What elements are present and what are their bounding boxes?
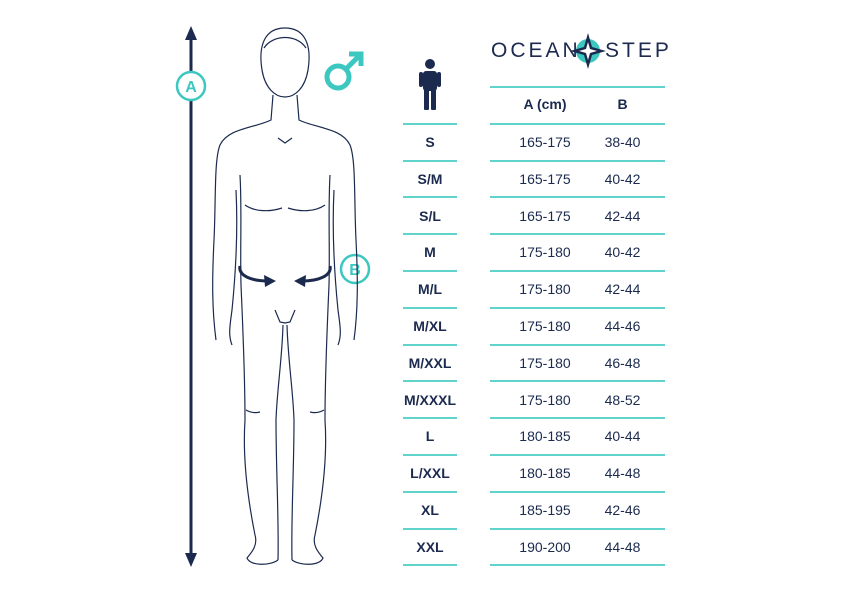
divider xyxy=(403,380,457,383)
svg-text:A: A xyxy=(185,79,197,96)
marker-b: B xyxy=(339,253,371,285)
brand-name-left: OCEAN xyxy=(491,39,581,62)
divider xyxy=(403,233,457,236)
divider xyxy=(403,490,457,493)
male-symbol-icon xyxy=(324,51,364,91)
waist-range: 38-40 xyxy=(604,134,641,150)
waist-range: 44-46 xyxy=(604,318,641,334)
divider xyxy=(403,269,457,272)
height-range: 165-175 xyxy=(519,207,571,224)
waist-range: 46-48 xyxy=(604,354,641,371)
waist-range: 44-48 xyxy=(604,538,641,555)
divider xyxy=(490,86,665,88)
waist-range: 40-42 xyxy=(604,170,641,187)
height-range: 190-200 xyxy=(519,538,571,555)
height-range: 180-185 xyxy=(519,465,571,482)
divider xyxy=(403,417,457,420)
divider xyxy=(490,123,665,125)
height-range: 185-195 xyxy=(519,502,571,518)
height-range: 165-175 xyxy=(519,134,571,150)
svg-text:B: B xyxy=(349,262,361,279)
body-outline xyxy=(212,27,358,565)
brand-name-right: STEP xyxy=(605,39,672,62)
person-icon xyxy=(419,59,441,110)
size-label: XXL xyxy=(416,538,444,555)
divider xyxy=(490,564,665,567)
size-label: M/XL xyxy=(413,318,447,334)
waist-range: 40-42 xyxy=(604,244,641,261)
divider xyxy=(490,306,665,309)
divider xyxy=(490,343,665,346)
height-range: 175-180 xyxy=(519,391,571,408)
divider xyxy=(490,490,665,493)
size-label: S/M xyxy=(417,170,443,187)
height-range: 175-180 xyxy=(519,281,571,298)
divider xyxy=(490,196,665,199)
divider xyxy=(490,269,665,272)
height-range: 165-175 xyxy=(519,170,571,187)
size-label: S/L xyxy=(419,207,441,224)
size-label: M/XXL xyxy=(408,354,452,371)
divider xyxy=(490,453,665,456)
header-a: A (cm) xyxy=(523,96,567,112)
brand-logo-compass xyxy=(570,33,606,69)
divider xyxy=(403,196,457,199)
size-label: XL xyxy=(421,502,439,518)
waist-range: 40-44 xyxy=(604,428,641,445)
divider xyxy=(490,159,665,162)
height-range: 175-180 xyxy=(519,244,571,261)
size-label: M/XXXL xyxy=(403,391,457,408)
divider xyxy=(403,306,457,309)
header-b: B xyxy=(617,96,628,112)
divider xyxy=(490,233,665,236)
height-range: 180-185 xyxy=(519,428,571,445)
divider xyxy=(490,527,665,530)
divider xyxy=(490,380,665,383)
height-arrow xyxy=(185,26,197,567)
waist-range: 44-48 xyxy=(604,465,641,482)
size-label: M xyxy=(424,244,436,261)
divider xyxy=(403,123,457,125)
waist-range: 42-44 xyxy=(604,281,641,298)
size-label: L xyxy=(425,428,435,445)
divider xyxy=(490,417,665,420)
size-label: M/L xyxy=(417,281,443,298)
divider xyxy=(403,564,457,567)
height-range: 175-180 xyxy=(519,354,571,371)
waist-range: 42-44 xyxy=(604,207,641,224)
divider xyxy=(403,453,457,456)
size-label: S xyxy=(425,134,435,150)
waist-range: 48-52 xyxy=(604,391,641,408)
waist-arrows xyxy=(238,265,332,287)
waist-range: 42-46 xyxy=(604,502,641,518)
height-range: 175-180 xyxy=(519,318,571,334)
marker-a: A xyxy=(175,70,207,102)
size-label: L/XXL xyxy=(410,465,450,482)
divider xyxy=(403,527,457,530)
divider xyxy=(403,159,457,162)
divider xyxy=(403,343,457,346)
